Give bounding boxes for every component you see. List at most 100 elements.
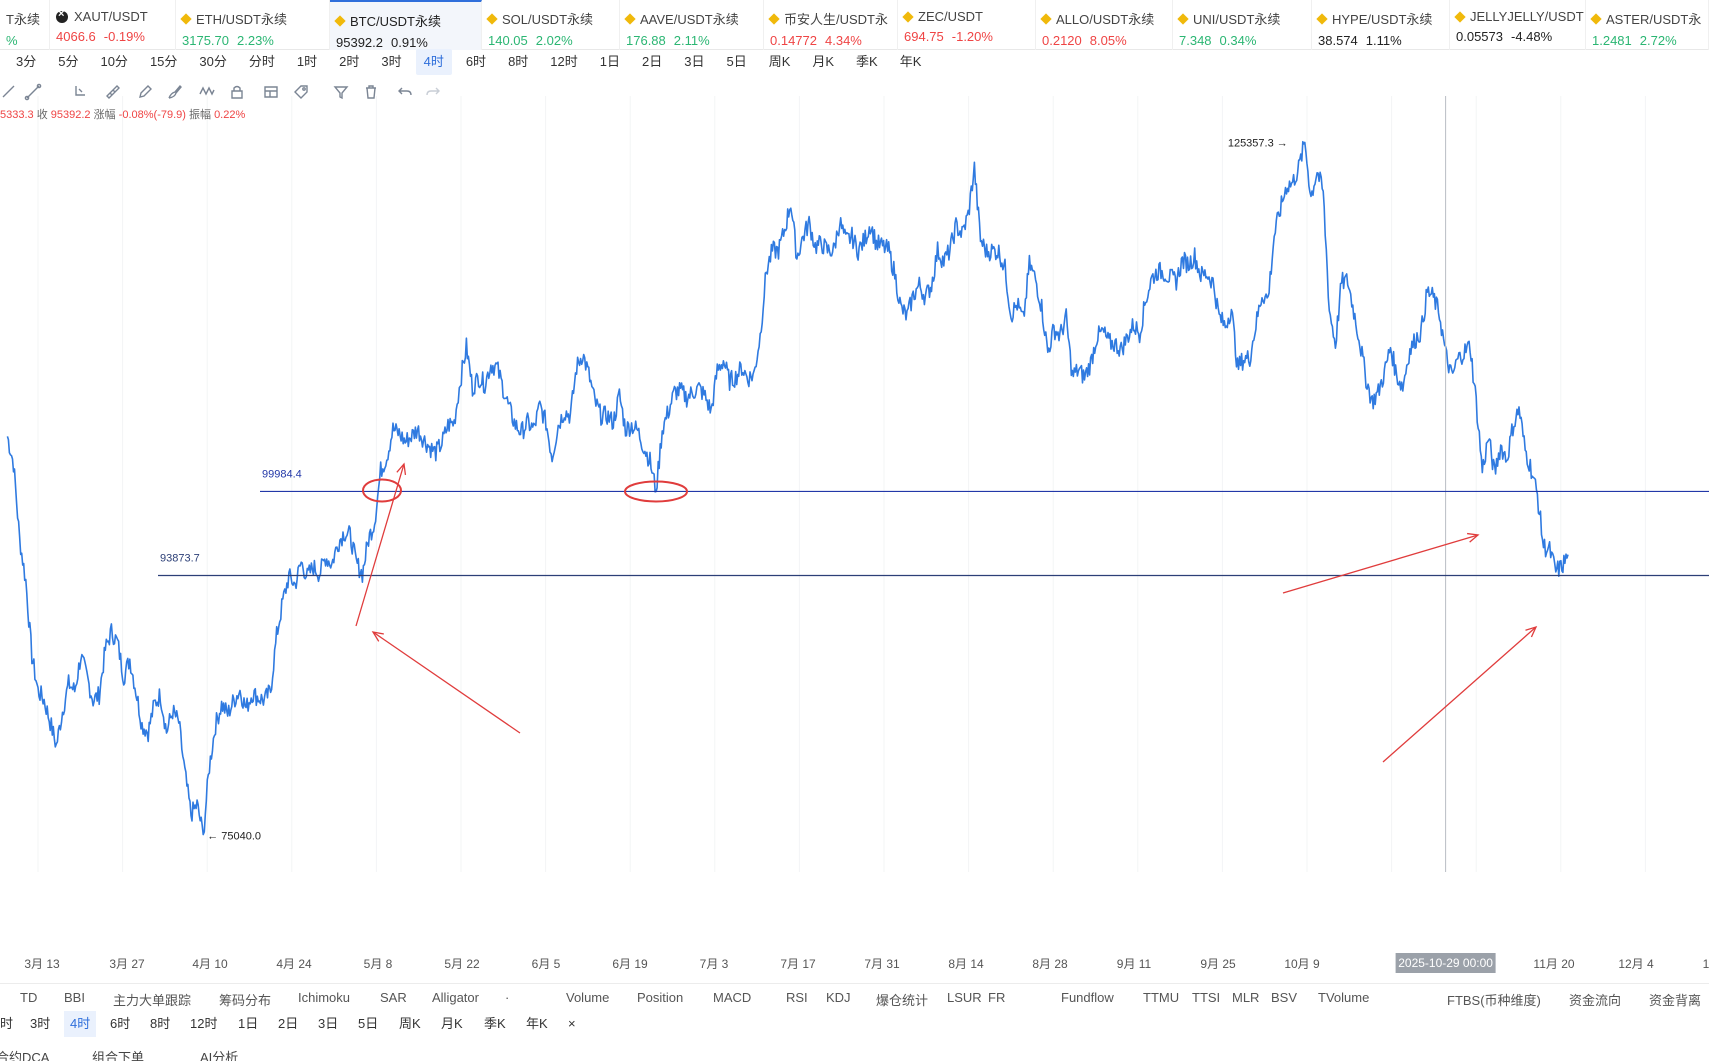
redo-icon[interactable] xyxy=(424,83,442,101)
period-15[interactable]: 3日 xyxy=(684,54,705,69)
bottom-period-tab[interactable]: 2日 xyxy=(278,1016,299,1031)
ticker-item[interactable]: ASTER/USDT永 1.2481 2.72% xyxy=(1586,0,1709,50)
indicator-tab[interactable]: 爆仓统计 xyxy=(876,993,929,1008)
ticker-item[interactable]: ETH/USDT永续 3175.70 2.23% xyxy=(176,0,330,50)
pencil-icon[interactable] xyxy=(136,83,154,101)
ticker-item[interactable]: XAUT/USDT 4066.6 -0.19% xyxy=(50,0,176,50)
footer-tab[interactable]: 合约DCA xyxy=(0,1050,50,1061)
indicator-tab[interactable]: FTBS(币种维度) xyxy=(1447,993,1541,1008)
ticker-item[interactable]: ALLO/USDT永续 0.2120 8.05% xyxy=(1036,0,1173,50)
ruler-icon[interactable] xyxy=(104,83,122,101)
undo-icon[interactable] xyxy=(396,83,414,101)
trash-icon[interactable] xyxy=(362,83,380,101)
period-18[interactable]: 月K xyxy=(812,54,835,69)
ticker-item[interactable]: SOL/USDT永续 140.05 2.02% xyxy=(482,0,620,50)
footer-tab[interactable]: AI分析 xyxy=(200,1050,239,1061)
annotation-circle[interactable] xyxy=(362,478,402,503)
indicator-tab[interactable]: TD xyxy=(20,990,38,1005)
period-12[interactable]: 12时 xyxy=(550,54,578,69)
indicator-tab[interactable]: MLR xyxy=(1232,990,1260,1005)
period-5[interactable]: 分时 xyxy=(248,54,275,69)
indicator-tab[interactable]: Volume xyxy=(566,990,610,1005)
period-16[interactable]: 5日 xyxy=(726,54,747,69)
indicator-tab[interactable]: BSV xyxy=(1271,990,1298,1005)
bottom-period-tab[interactable]: 8时 xyxy=(150,1016,171,1031)
annotation-arrow[interactable] xyxy=(355,462,407,627)
ticker-quote-row: 176.88 2.11% xyxy=(626,33,757,48)
indicator-tab[interactable]: RSI xyxy=(786,990,808,1005)
period-3[interactable]: 15分 xyxy=(149,54,178,69)
lock-icon[interactable] xyxy=(228,83,246,101)
magnet-icon[interactable] xyxy=(0,83,18,101)
min-price-label: ← 75040.0 xyxy=(207,831,261,843)
period-17[interactable]: 周K xyxy=(768,54,791,69)
ticker-item[interactable]: AAVE/USDT永续 176.88 2.11% xyxy=(620,0,764,50)
ticker-item[interactable]: 币安人生/USDT永 0.14772 4.34% xyxy=(764,0,898,50)
indicator-tab[interactable]: Position xyxy=(637,990,684,1005)
period-19[interactable]: 季K xyxy=(856,54,878,69)
ticker-item[interactable]: HYPE/USDT永续 38.574 1.11% xyxy=(1312,0,1450,50)
indicator-tab[interactable]: TTMU xyxy=(1143,990,1180,1005)
indicator-tab[interactable]: Alligator xyxy=(432,990,479,1005)
bottom-period-tab[interactable]: 12时 xyxy=(190,1016,218,1031)
bottom-period-tab[interactable]: 4时 xyxy=(64,1011,97,1037)
indicator-tab[interactable]: LSUR xyxy=(947,990,982,1005)
period-2[interactable]: 10分 xyxy=(100,54,128,69)
brush-icon[interactable] xyxy=(166,83,184,101)
period-20[interactable]: 年K xyxy=(899,54,922,69)
bottom-period-tab[interactable]: 3时 xyxy=(30,1016,51,1031)
bottom-period-tab[interactable]: 季K xyxy=(484,1016,506,1031)
line-tool-icon[interactable] xyxy=(24,83,42,101)
ticker-item[interactable]: JELLYJELLY/USDT 0.05573 -4.48% xyxy=(1450,0,1586,50)
indicator-tab[interactable]: 资金背离 xyxy=(1649,993,1702,1008)
indicator-tab[interactable]: · xyxy=(505,990,510,1005)
indicator-tab[interactable]: SAR xyxy=(380,990,407,1005)
period-10[interactable]: 6时 xyxy=(465,54,487,69)
indicator-tab[interactable]: TVolume xyxy=(1318,990,1370,1005)
annotation-arrow[interactable] xyxy=(1382,625,1538,763)
period-6[interactable]: 1时 xyxy=(296,54,318,69)
indicator-tab[interactable]: Fundflow xyxy=(1061,990,1114,1005)
bottom-period-tab[interactable]: 1日 xyxy=(238,1016,259,1031)
ticker-item[interactable]: BTC/USDT永续 95392.2 0.91% xyxy=(330,0,482,50)
indicator-tab[interactable]: 资金流向 xyxy=(1569,993,1622,1008)
bottom-period-tab[interactable]: 周K xyxy=(399,1016,421,1031)
period-4[interactable]: 30分 xyxy=(199,54,227,69)
bottom-period-tab[interactable]: 6时 xyxy=(110,1016,131,1031)
period-13[interactable]: 1日 xyxy=(599,54,620,69)
bottom-period-tab[interactable]: 5日 xyxy=(358,1016,379,1031)
indicator-tab[interactable]: KDJ xyxy=(826,990,851,1005)
period-7[interactable]: 2时 xyxy=(339,54,360,69)
period-1[interactable]: 5分 xyxy=(58,54,79,69)
indicator-tab[interactable]: 筹码分布 xyxy=(219,993,272,1008)
indicator-tab[interactable]: BBI xyxy=(64,990,85,1005)
indicator-tab[interactable]: FR xyxy=(988,990,1006,1005)
tag-icon[interactable] xyxy=(292,83,310,101)
annotation-arrow[interactable] xyxy=(1282,532,1480,594)
bottom-period-tab[interactable]: 月K xyxy=(441,1016,463,1031)
bottom-period-tab[interactable]: 3日 xyxy=(318,1016,339,1031)
ticker-item[interactable]: T永续% xyxy=(0,0,50,50)
period-14[interactable]: 2日 xyxy=(642,54,663,69)
indicator-tab[interactable]: MACD xyxy=(713,990,752,1005)
period-8[interactable]: 3时 xyxy=(381,54,402,69)
template-icon[interactable] xyxy=(262,83,280,101)
annotation-arrow[interactable] xyxy=(371,631,521,734)
annotation-circle[interactable] xyxy=(624,480,688,503)
period-0[interactable]: 3分 xyxy=(16,54,37,69)
ticker-item[interactable]: ZEC/USDT 694.75 -1.20% xyxy=(898,0,1036,50)
bottom-period-tab[interactable]: 时 xyxy=(0,1016,14,1031)
fib-icon[interactable] xyxy=(198,83,216,101)
drawing-tool-icon[interactable] xyxy=(72,83,90,101)
ticker-item[interactable]: UNI/USDT永续 7.348 0.34% xyxy=(1173,0,1312,50)
bottom-period-tab[interactable]: 年K xyxy=(526,1016,548,1031)
filter-icon[interactable] xyxy=(332,83,350,101)
period-11[interactable]: 8时 xyxy=(508,54,529,69)
close-icon[interactable]: × xyxy=(568,1016,576,1031)
indicator-tab[interactable]: Ichimoku xyxy=(298,990,351,1005)
footer-tab[interactable]: 组合下单 xyxy=(92,1050,145,1061)
period-9[interactable]: 4时 xyxy=(415,49,452,75)
indicator-tab[interactable]: 主力大单跟踪 xyxy=(113,993,192,1008)
indicator-tab[interactable]: TTSI xyxy=(1192,990,1221,1005)
